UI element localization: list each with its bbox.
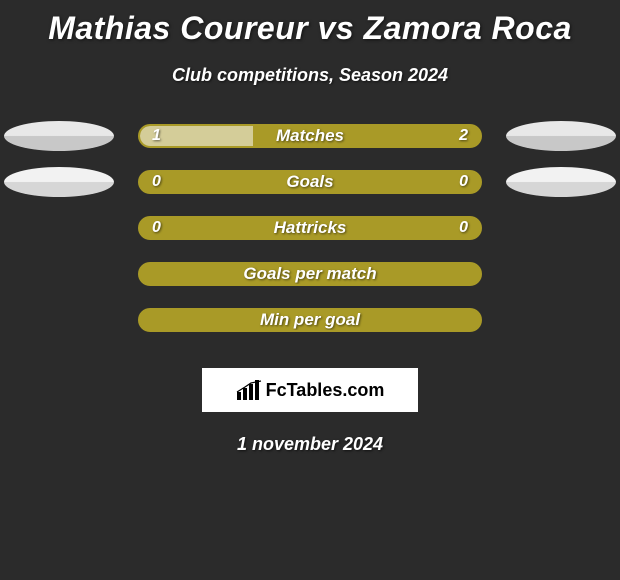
stat-value-right: 2 xyxy=(459,127,468,145)
stat-row: Goals per match xyxy=(0,262,620,286)
stat-value-left: 1 xyxy=(152,127,161,145)
player-badge-right xyxy=(506,121,616,151)
stat-value-left: 0 xyxy=(152,219,161,237)
stat-row: Hattricks0 0 xyxy=(0,216,620,240)
stat-row: Matches1 2 xyxy=(0,124,620,148)
stat-label: Min per goal xyxy=(140,310,480,330)
stat-rows: Matches12Goals00Hattricks00Goals per mat… xyxy=(0,124,620,354)
brand-bars-icon xyxy=(236,380,262,400)
stat-row: Goals0 0 xyxy=(0,170,620,194)
brand: FcTables.com xyxy=(236,380,385,401)
brand-text: FcTables.com xyxy=(266,380,385,401)
stat-bar: Goals0 0 xyxy=(138,170,482,194)
brand-box: FcTables.com xyxy=(202,368,418,412)
stat-label: Goals per match xyxy=(140,264,480,284)
stat-label: Matches xyxy=(140,126,480,146)
page-title: Mathias Coureur vs Zamora Roca xyxy=(48,10,572,47)
stat-bar: Hattricks0 0 xyxy=(138,216,482,240)
stat-label: Hattricks xyxy=(140,218,480,238)
stat-value-right: 0 xyxy=(459,219,468,237)
date: 1 november 2024 xyxy=(237,434,383,455)
stat-bar: Matches1 2 xyxy=(138,124,482,148)
stat-bar: Goals per match xyxy=(138,262,482,286)
player-badge-right xyxy=(506,167,616,197)
stat-row: Min per goal xyxy=(0,308,620,332)
stat-bar: Min per goal xyxy=(138,308,482,332)
player-badge-left xyxy=(4,121,114,151)
stat-label: Goals xyxy=(140,172,480,192)
stat-value-right: 0 xyxy=(459,173,468,191)
player-badge-left xyxy=(4,167,114,197)
subtitle: Club competitions, Season 2024 xyxy=(172,65,448,86)
comparison-infographic: Mathias Coureur vs Zamora Roca Club comp… xyxy=(0,0,620,455)
stat-value-left: 0 xyxy=(152,173,161,191)
